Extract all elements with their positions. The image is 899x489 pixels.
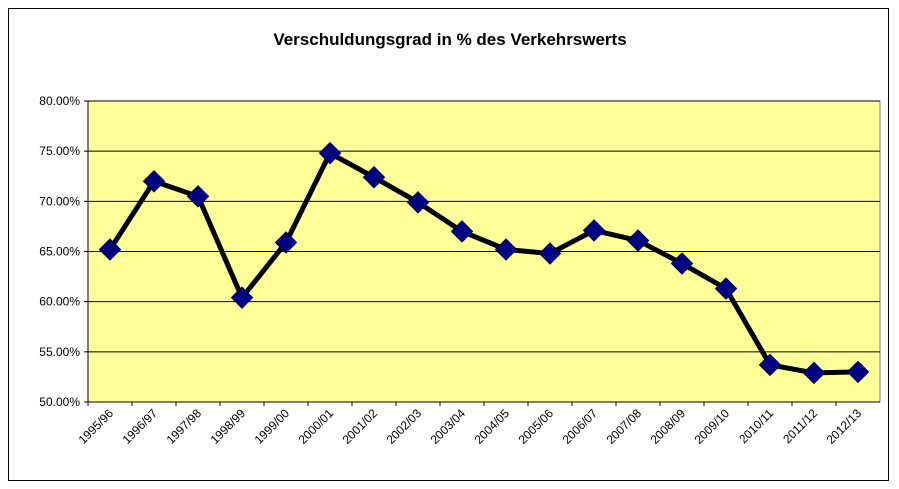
y-tick-label: 65.00% (39, 245, 80, 259)
data-marker (230, 286, 254, 310)
data-marker (362, 165, 386, 189)
y-tick-label: 50.00% (39, 395, 80, 409)
data-marker (670, 252, 694, 275)
data-marker (494, 238, 518, 261)
y-tick-label: 60.00% (39, 295, 80, 309)
y-tick-label: 55.00% (39, 345, 80, 359)
data-marker (142, 169, 166, 193)
y-tick-label: 75.00% (39, 144, 80, 158)
data-marker (802, 361, 826, 385)
data-marker (98, 238, 122, 261)
data-marker (538, 242, 562, 265)
data-marker (274, 231, 298, 254)
data-marker (318, 141, 342, 165)
data-marker (846, 360, 870, 384)
data-marker (186, 184, 210, 208)
data-marker (714, 277, 738, 300)
data-marker (758, 353, 782, 377)
data-marker (450, 220, 474, 243)
chart-title: Verschuldungsgrad in % des Verkehrswerts (273, 30, 626, 49)
y-tick-label: 80.00% (39, 94, 80, 108)
data-marker (582, 219, 606, 242)
data-marker (626, 229, 650, 252)
y-tick-label: 70.00% (39, 194, 80, 208)
data-line (107, 150, 859, 376)
data-marker (406, 190, 430, 214)
